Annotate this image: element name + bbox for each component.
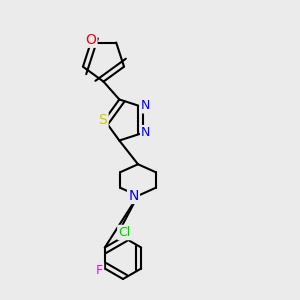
Text: N: N: [128, 189, 139, 203]
Text: Cl: Cl: [118, 226, 130, 239]
Text: N: N: [141, 126, 151, 139]
Text: S: S: [98, 113, 107, 127]
Text: O: O: [85, 32, 96, 46]
Text: N: N: [140, 99, 150, 112]
Text: F: F: [96, 263, 103, 277]
